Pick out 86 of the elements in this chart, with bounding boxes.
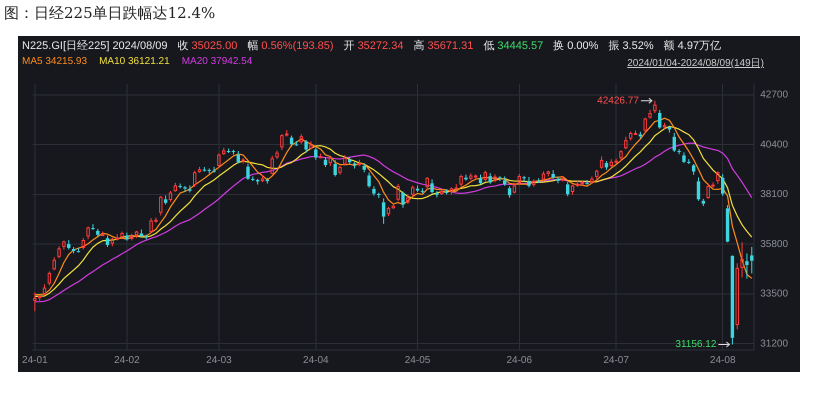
text: 额 <box>664 40 675 52</box>
x-tick-label: 24-03 <box>206 354 232 366</box>
text: 换 <box>553 40 564 52</box>
candlestick <box>256 178 260 186</box>
candlestick <box>658 109 662 130</box>
x-tick-label: 24-06 <box>506 354 532 366</box>
y-tick-label: 38100 <box>760 189 788 200</box>
text: 35671.31 <box>427 40 474 52</box>
candlestick <box>188 184 192 193</box>
candlestick <box>236 150 240 164</box>
text: MA20 <box>182 56 208 67</box>
x-tick-label: 24-05 <box>404 354 431 366</box>
y-tick-label: 31200 <box>760 338 788 350</box>
candlestick <box>67 240 70 250</box>
text: MA10 <box>99 56 126 67</box>
text: 37942.54 <box>210 56 252 67</box>
candlestick <box>638 131 642 139</box>
candlestick <box>183 185 187 192</box>
text: 3.52% <box>622 40 654 52</box>
candlestick <box>333 160 337 178</box>
text: 36121.21 <box>128 56 170 67</box>
y-tick-label: 40400 <box>760 139 788 150</box>
text: 0.00% <box>567 40 598 52</box>
candlestick <box>740 242 744 278</box>
candlestick <box>702 198 706 206</box>
candlestick <box>585 180 589 186</box>
candlestick <box>677 148 681 155</box>
text: 35272.34 <box>358 40 404 52</box>
text: 高 <box>413 40 424 52</box>
candlestick <box>372 186 376 196</box>
text: 幅 <box>247 40 258 52</box>
candlestick <box>503 176 506 186</box>
text: N225.GI[日经225] <box>22 40 110 52</box>
text: MA5 <box>22 56 43 67</box>
text: 0.56%(193.85) <box>261 40 334 52</box>
candlestick <box>144 234 148 240</box>
candlestick <box>416 185 420 192</box>
candlestick <box>745 253 749 280</box>
candlestick <box>750 246 754 274</box>
candlestick <box>96 228 100 238</box>
candlestick <box>692 164 696 176</box>
candlestick <box>730 256 734 345</box>
candlestick <box>164 194 168 205</box>
candlestick <box>314 147 318 160</box>
candlestick <box>736 262 739 330</box>
text: 开 <box>344 40 355 52</box>
candlestick <box>125 232 129 242</box>
x-tick-label: 24-08 <box>710 354 736 366</box>
candlestick <box>140 229 144 238</box>
text: 34215.93 <box>45 56 88 67</box>
x-tick-label: 24-02 <box>114 354 140 366</box>
candlestick <box>566 181 570 197</box>
annotation: 42426.77 <box>597 95 640 106</box>
x-tick-label: 24-07 <box>603 354 630 366</box>
candlestick <box>304 140 308 154</box>
candlestick <box>367 172 371 188</box>
text: 4.97万亿 <box>678 40 722 52</box>
text: 收 <box>178 40 188 52</box>
candlestick <box>721 174 724 196</box>
candlestick <box>672 132 676 152</box>
x-tick-label: 24-01 <box>22 354 48 366</box>
y-tick-label: 33500 <box>760 288 788 300</box>
text: 2024/01/04-2024/08/09(149日) <box>627 57 764 70</box>
candlestick <box>435 190 439 198</box>
text: 振 <box>608 40 620 52</box>
y-tick-label: 35800 <box>760 238 788 250</box>
chart-title: 图：日经225单日跌幅达12.4% <box>4 4 216 23</box>
candlestick <box>488 172 492 184</box>
x-tick-label: 24-04 <box>303 354 330 366</box>
candlestick <box>668 125 672 134</box>
candlestick <box>382 198 386 224</box>
candlestick <box>464 174 468 182</box>
candlestick <box>72 246 76 254</box>
candlestick <box>33 292 37 312</box>
candlestick <box>556 176 560 184</box>
text: 低 <box>483 40 494 52</box>
y-tick-label: 42700 <box>760 90 788 101</box>
candlestick <box>551 170 555 180</box>
text: 35025.00 <box>192 40 238 52</box>
text: 34445.57 <box>497 40 544 52</box>
candlestick <box>430 178 434 194</box>
candlestick <box>324 156 328 168</box>
candlestick <box>527 176 531 188</box>
annotation: 31156.12 <box>675 339 717 350</box>
text: 2024/08/09 <box>112 40 168 52</box>
candlestick <box>352 162 356 170</box>
